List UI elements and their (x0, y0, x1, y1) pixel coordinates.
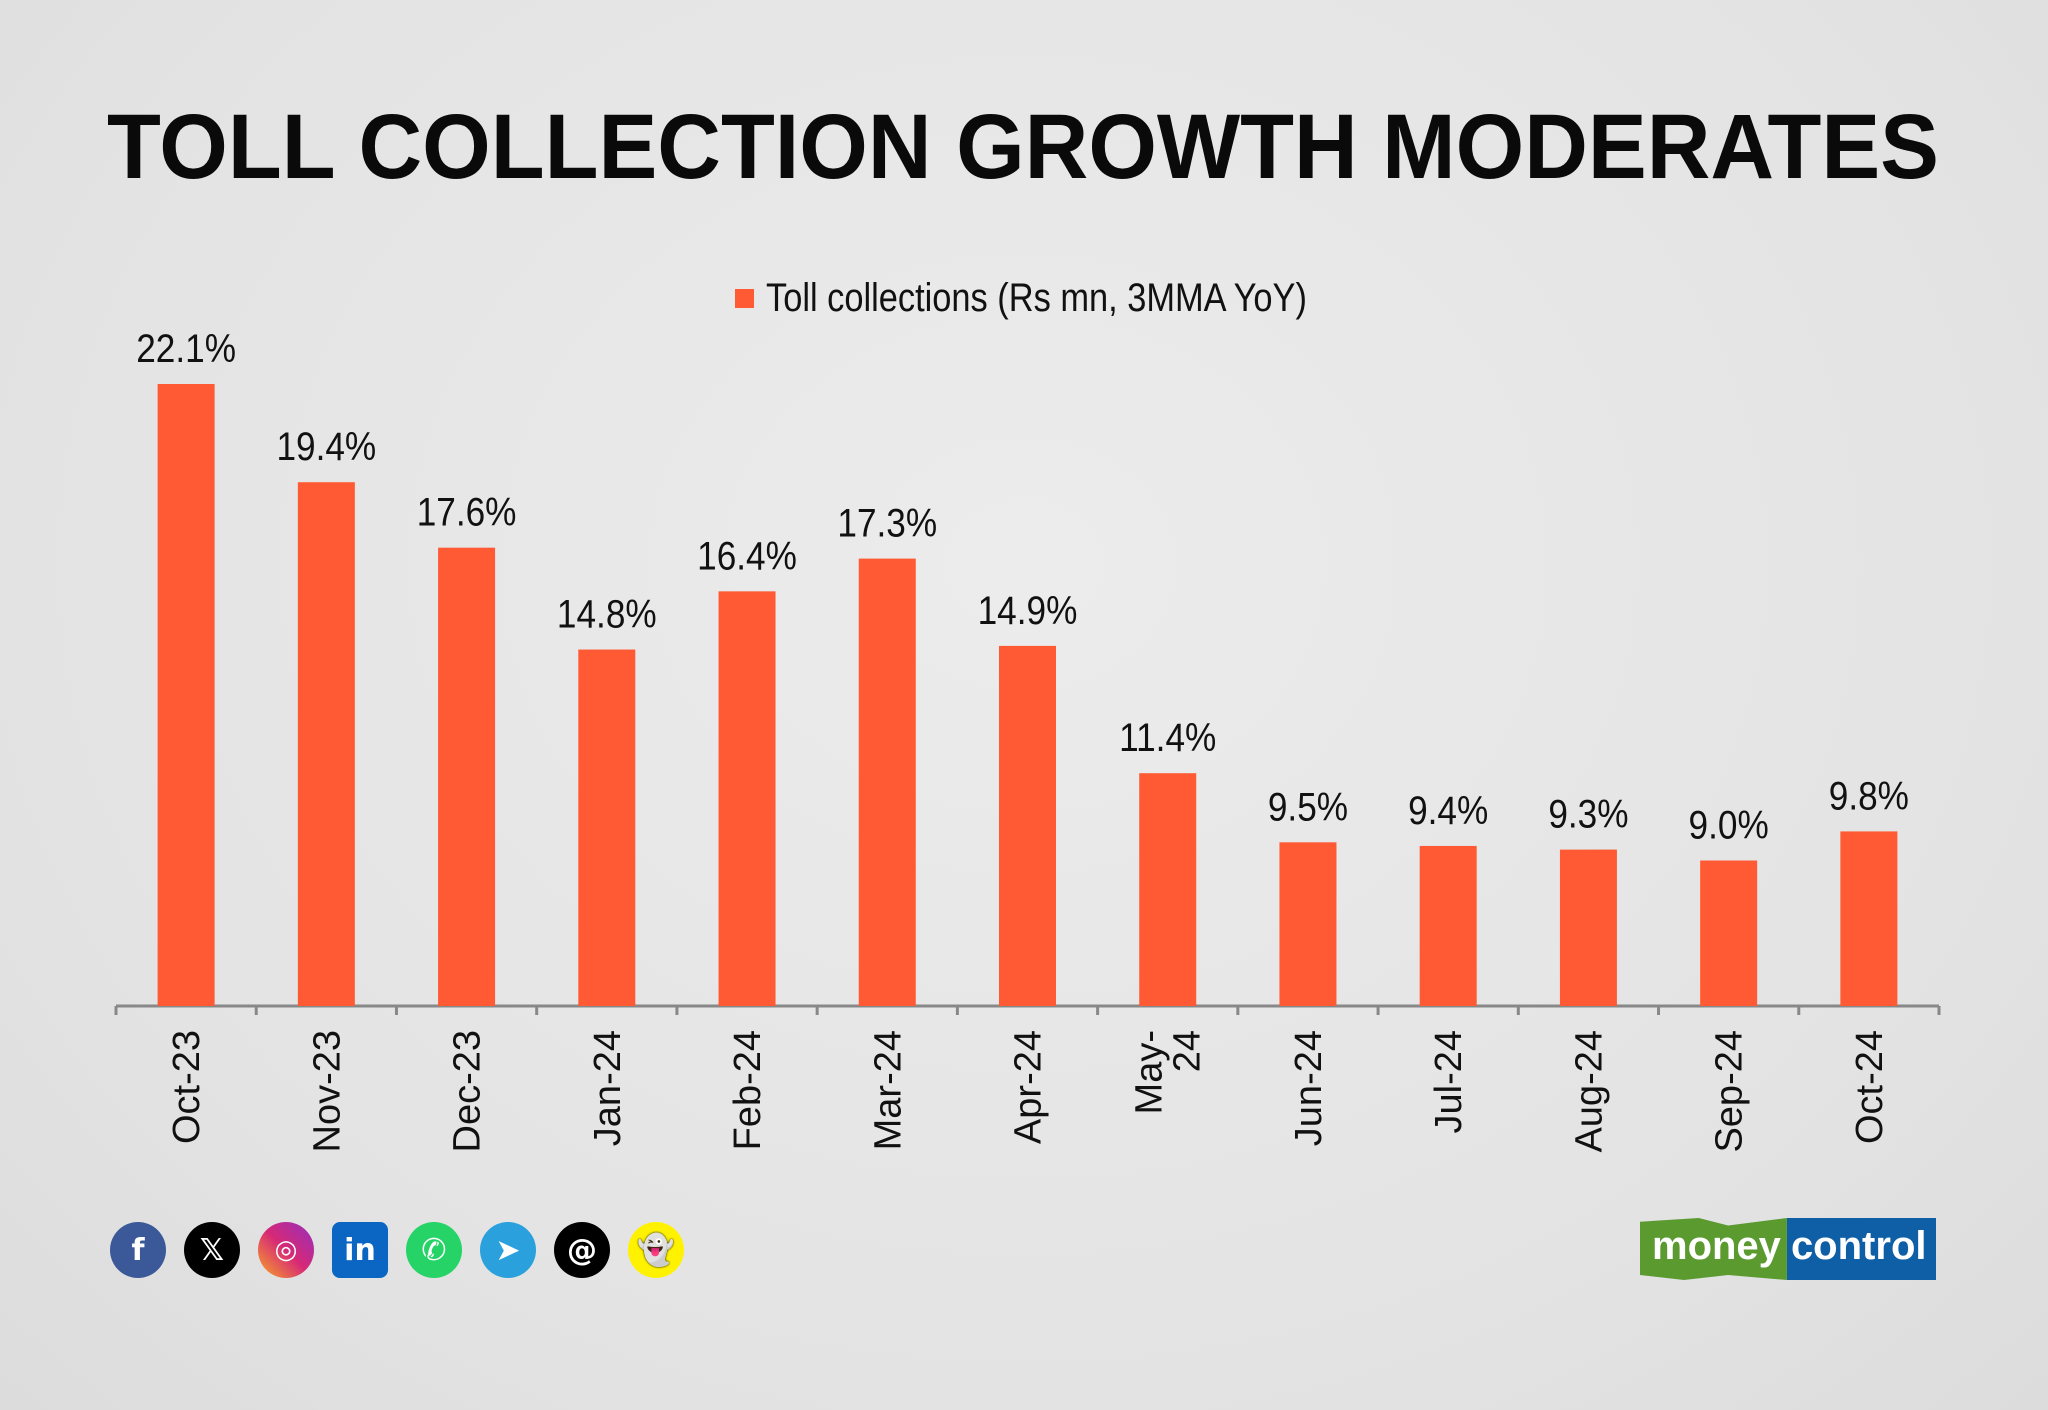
bar (438, 547, 496, 1006)
bar (718, 591, 776, 1006)
data-label: 22.1% (136, 326, 236, 371)
x-tick-label: Oct-24 (1849, 1030, 1891, 1144)
facebook-icon[interactable]: f (110, 1222, 166, 1278)
x-tick-label: Feb-24 (727, 1030, 769, 1150)
chart-title: TOLL COLLECTION GROWTH MODERATES (107, 96, 1939, 198)
social-icons: f 𝕏 ◎ in ✆ ➤ @ 👻 (110, 1222, 684, 1278)
data-label: 9.5% (1268, 784, 1348, 829)
telegram-icon[interactable]: ➤ (480, 1222, 536, 1278)
moneycontrol-logo: money control (1640, 1218, 1937, 1280)
bar (1840, 831, 1898, 1006)
data-label: 14.8% (557, 591, 657, 636)
x-tick-label: Jan-24 (587, 1030, 629, 1146)
x-tick-label: Oct-23 (166, 1030, 208, 1144)
data-label: 11.4% (1119, 715, 1216, 760)
whatsapp-icon[interactable]: ✆ (406, 1222, 462, 1278)
data-label: 17.3% (837, 500, 937, 545)
bar (297, 482, 355, 1006)
data-label: 14.9% (978, 588, 1078, 633)
x-tick-label: Nov-23 (306, 1030, 348, 1153)
data-label: 9.8% (1829, 773, 1909, 818)
bar (1419, 845, 1477, 1006)
data-label: 19.4% (276, 424, 376, 469)
linkedin-icon[interactable]: in (332, 1222, 388, 1278)
x-tick-label: Jul-24 (1428, 1030, 1470, 1134)
snapchat-icon[interactable]: 👻 (628, 1222, 684, 1278)
data-label: 9.4% (1408, 788, 1488, 833)
legend-label: Toll collections (Rs mn, 3MMA YoY) (766, 275, 1307, 320)
bar (1279, 842, 1337, 1006)
threads-icon[interactable]: @ (554, 1222, 610, 1278)
bar (1559, 849, 1617, 1006)
bar (157, 384, 215, 1006)
data-label: 9.3% (1548, 791, 1628, 836)
bar (999, 645, 1056, 1006)
x-tick-label: Aug-24 (1568, 1030, 1610, 1153)
data-label: 17.6% (417, 490, 517, 535)
x-tick-label: Apr-24 (1008, 1030, 1050, 1144)
bar (578, 649, 636, 1006)
logo-part-money: money (1640, 1218, 1787, 1280)
bar-chart: TOLL COLLECTION GROWTH MODERATES Toll co… (107, 96, 1941, 1153)
logo-part-control: control (1786, 1218, 1937, 1280)
bar (1700, 860, 1758, 1006)
legend-swatch (735, 289, 754, 308)
x-tick-label: Sep-24 (1709, 1030, 1751, 1153)
x-icon[interactable]: 𝕏 (184, 1222, 240, 1278)
x-tick-label: May-24 (1129, 1030, 1209, 1114)
bar (1139, 773, 1197, 1006)
x-tick-label: Dec-23 (447, 1030, 489, 1153)
data-label: 9.0% (1689, 802, 1769, 847)
data-label: 16.4% (697, 533, 797, 578)
instagram-icon[interactable]: ◎ (258, 1222, 314, 1278)
x-tick-label: Mar-24 (867, 1030, 909, 1150)
x-tick-label: Jun-24 (1288, 1030, 1330, 1146)
bar (858, 558, 916, 1006)
